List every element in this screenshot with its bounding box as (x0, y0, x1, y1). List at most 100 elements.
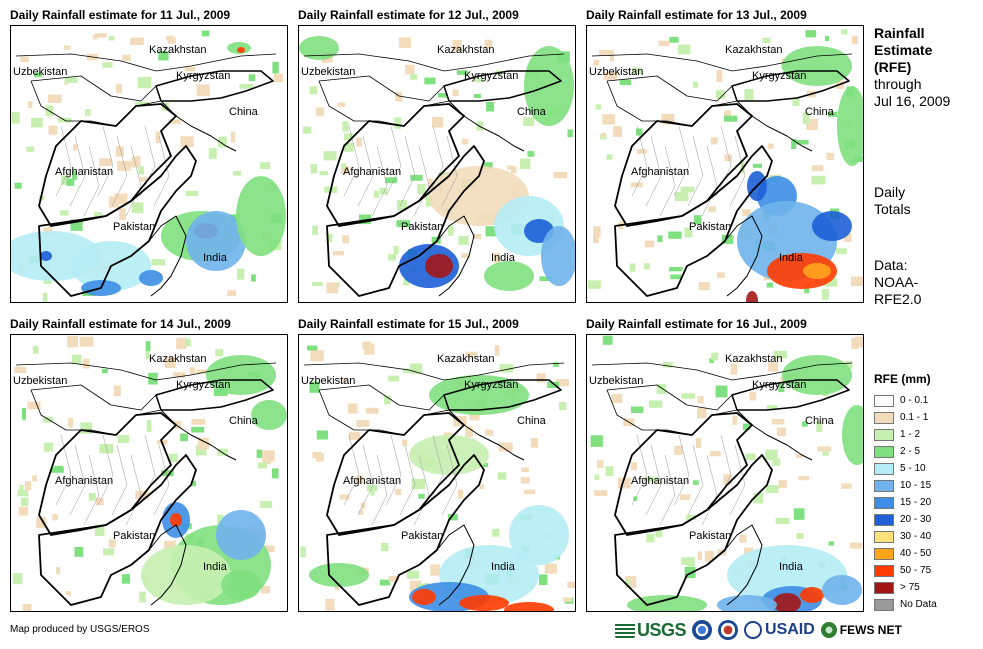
legend-swatch (874, 394, 894, 407)
country-label-kyrgyzstan: Kyrgyzstan (176, 379, 231, 391)
rainfall-area (773, 593, 801, 611)
rain-cell (774, 350, 787, 359)
rain-cell (198, 437, 209, 450)
rain-cell (11, 112, 20, 124)
province-boundary (399, 135, 416, 207)
rain-cell (492, 528, 500, 537)
legend-label: 2 - 5 (900, 446, 921, 457)
rain-cell (802, 421, 808, 427)
country-label-afghanistan: Afghanistan (631, 475, 690, 487)
rain-cell (213, 388, 228, 396)
country-label-pakistan: Pakistan (401, 530, 444, 542)
rain-cell (520, 477, 530, 484)
province-boundary (427, 125, 444, 197)
rain-cell (74, 547, 84, 557)
rain-cell (593, 59, 600, 66)
country-boundary (318, 75, 450, 127)
rain-cell (766, 405, 777, 411)
country-boundary (38, 412, 177, 536)
country-label-kyrgyzstan: Kyrgyzstan (752, 70, 807, 82)
country-boundary (436, 524, 475, 606)
rain-cell (403, 278, 410, 286)
legend-label: > 75 (900, 582, 920, 593)
rain-cell (791, 138, 797, 149)
rainfall-area (459, 595, 509, 611)
country-boundary (591, 53, 853, 72)
rain-cell (36, 517, 47, 529)
country-boundary (436, 215, 475, 297)
rain-cell (742, 423, 751, 431)
province-boundary (715, 434, 732, 506)
country-boundary (731, 379, 850, 411)
rain-cell (343, 133, 353, 141)
country-label-india: India (203, 561, 227, 573)
rain-cell (752, 163, 762, 168)
panel-14-jul: Daily Rainfall estimate for 14 Jul., 200… (10, 317, 290, 612)
rain-cell (771, 418, 785, 425)
rain-cell (77, 225, 83, 231)
rain-cell (302, 126, 312, 134)
rain-cell (723, 474, 733, 486)
rain-cell (556, 379, 569, 387)
rain-cell (14, 366, 27, 373)
rain-cell (272, 61, 279, 74)
rainfall-area (299, 36, 339, 60)
rain-cell (360, 502, 366, 509)
rain-cell (168, 119, 181, 124)
rain-cell (674, 445, 683, 455)
country-label-pakistan: Pakistan (401, 221, 444, 233)
country-label-china: China (805, 415, 834, 427)
rain-cell (233, 171, 242, 176)
rain-cell (332, 250, 345, 256)
rainfall-area (409, 435, 489, 475)
rainfall-area (800, 587, 824, 603)
province-boundary (153, 135, 170, 207)
rain-cell (20, 56, 29, 63)
rain-cell (637, 149, 647, 154)
rain-cell (261, 450, 275, 462)
rain-cell (22, 604, 32, 611)
rain-cell (655, 529, 663, 538)
country-boundary (326, 454, 485, 606)
rain-cell (113, 385, 121, 397)
province-boundary (83, 145, 100, 217)
rain-cell (342, 121, 349, 132)
country-boundary (724, 524, 763, 606)
legend-label: 15 - 20 (900, 497, 932, 508)
province-boundary (645, 444, 662, 516)
legend-label: 50 - 75 (900, 565, 932, 576)
rain-cell (603, 72, 618, 80)
rain-cell (469, 413, 480, 421)
country-boundary (736, 100, 813, 152)
province-boundary (413, 145, 430, 217)
map-canvas (588, 29, 863, 302)
noaa-logo (692, 620, 713, 640)
country-boundary (318, 384, 450, 436)
rain-cell (393, 245, 399, 255)
rain-cell (12, 573, 23, 585)
rain-cell (692, 81, 698, 88)
rain-cell (775, 517, 790, 524)
rain-cell (822, 451, 829, 456)
rainfall-map: Kazakhstan Uzbekistan Kyrgyzstan China Afgha… (298, 25, 576, 303)
legend-swatch (874, 513, 894, 526)
rain-cell (94, 212, 103, 218)
rain-cell (553, 362, 559, 367)
rainfall-area (429, 375, 529, 415)
province-boundary (687, 444, 704, 516)
rain-cell (27, 101, 33, 108)
rain-cell (26, 146, 35, 152)
rain-cell (668, 231, 682, 239)
rain-cell (458, 235, 469, 245)
rain-cell (260, 501, 273, 509)
rain-cell (164, 357, 176, 368)
partner-logos: USGS USAID FEWS NET (615, 617, 902, 643)
rain-cell (536, 373, 546, 383)
rain-cell (195, 445, 207, 456)
rain-cell (715, 385, 728, 398)
country-label-india: India (203, 252, 227, 264)
rain-cell (740, 161, 745, 173)
rain-cell (32, 345, 39, 354)
rain-cell (662, 362, 673, 368)
rain-cell (323, 151, 337, 161)
